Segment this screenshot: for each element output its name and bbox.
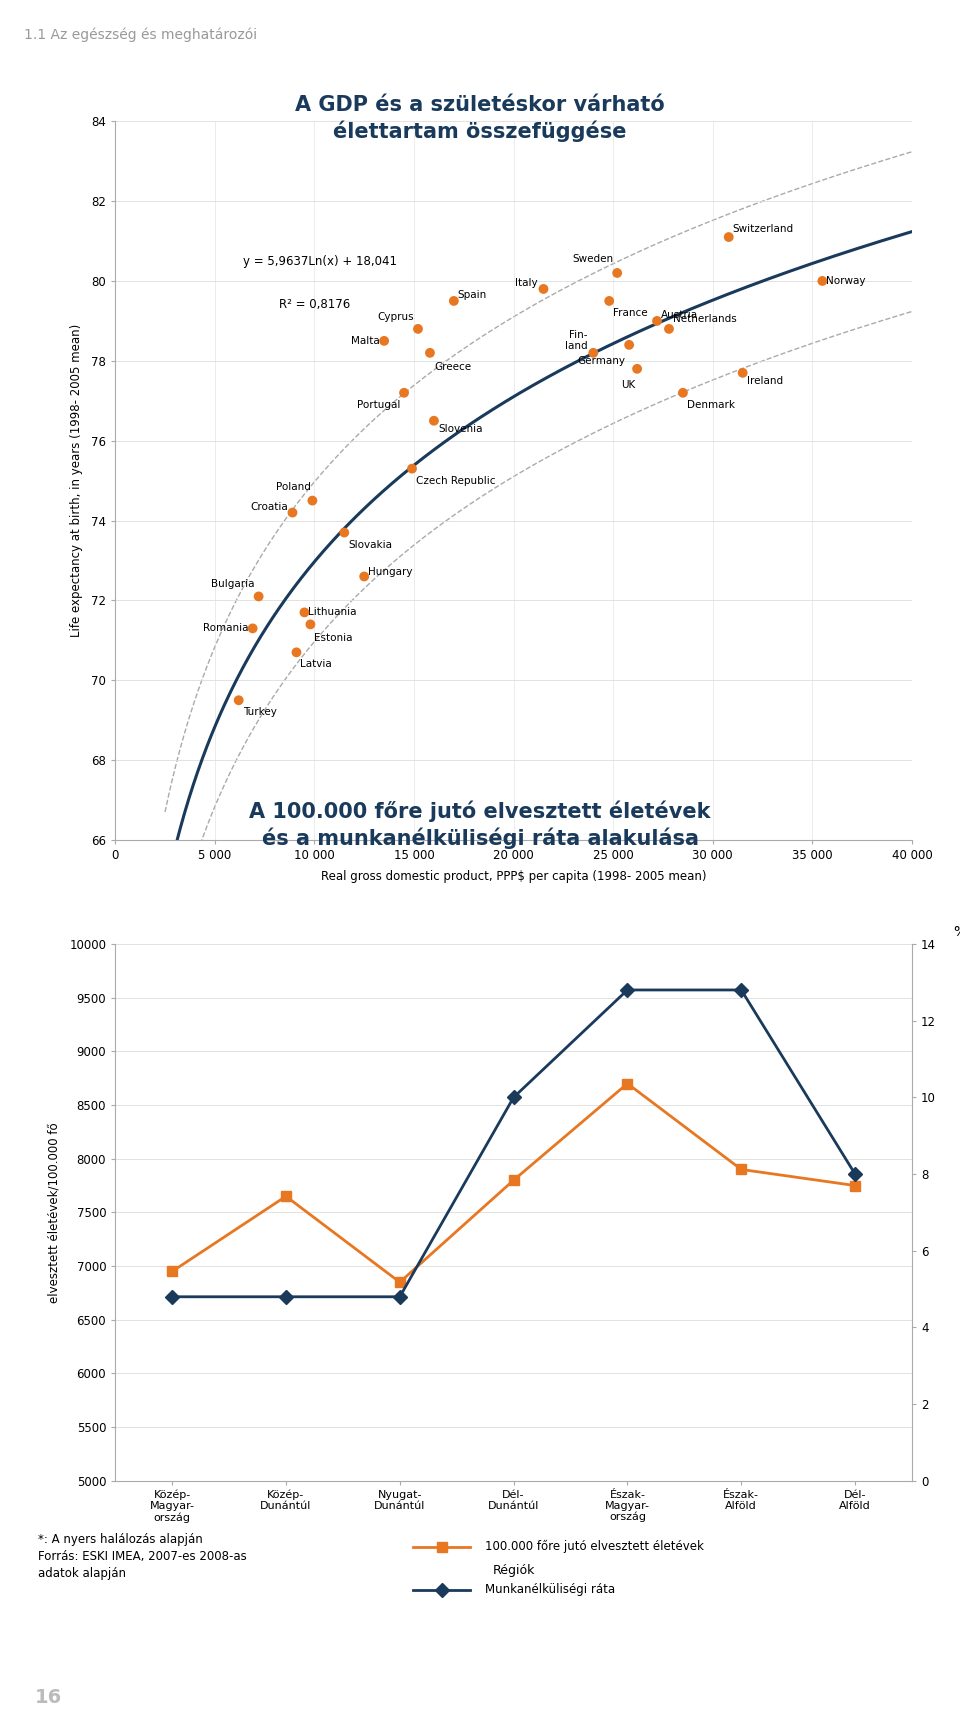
- Point: [251, 582, 266, 610]
- Point: [426, 407, 442, 435]
- Point: [586, 339, 601, 367]
- Point: [610, 260, 625, 288]
- Text: 1.1 Az egészség és meghatározói: 1.1 Az egészség és meghatározói: [24, 28, 257, 43]
- Text: Latvia: Latvia: [300, 660, 332, 669]
- Point: [289, 639, 304, 667]
- Text: Hungary: Hungary: [369, 568, 413, 577]
- Point: [337, 518, 352, 546]
- Point: [410, 315, 425, 343]
- Text: Portugal: Portugal: [357, 400, 400, 410]
- Point: [304, 487, 320, 514]
- Point: [356, 563, 372, 591]
- X-axis label: Régiók: Régiók: [492, 1564, 535, 1578]
- Y-axis label: Life expectancy at birth, in years (1998- 2005 mean): Life expectancy at birth, in years (1998…: [70, 324, 83, 637]
- Point: [815, 267, 830, 294]
- Text: Munkanélküliségi ráta: Munkanélküliségi ráta: [485, 1583, 615, 1597]
- Point: [735, 359, 751, 386]
- Text: Poland: Poland: [276, 481, 310, 492]
- Point: [245, 615, 260, 643]
- Point: [649, 307, 664, 334]
- Text: A 100.000 főre jutó elvesztett életévek
és a munkanélküliségi ráta alakulása: A 100.000 főre jutó elvesztett életévek …: [250, 800, 710, 849]
- Text: Denmark: Denmark: [687, 400, 735, 410]
- Text: *: A nyers halálozás alapján
Forrás: ESKI IMEA, 2007-es 2008-as
adatok alapján: *: A nyers halálozás alapján Forrás: ESK…: [38, 1533, 247, 1580]
- Text: R² = 0,8176: R² = 0,8176: [278, 298, 349, 312]
- Point: [376, 327, 392, 355]
- Point: [404, 456, 420, 483]
- Point: [602, 288, 617, 315]
- Point: [630, 355, 645, 383]
- Point: [231, 686, 247, 714]
- Text: Malta: Malta: [351, 336, 380, 346]
- Point: [446, 288, 462, 315]
- X-axis label: Real gross domestic product, PPP$ per capita (1998- 2005 mean): Real gross domestic product, PPP$ per ca…: [321, 871, 707, 883]
- Text: Croatia: Croatia: [251, 502, 289, 511]
- Text: Estonia: Estonia: [314, 634, 353, 643]
- Text: Greece: Greece: [434, 362, 471, 372]
- Text: Norway: Norway: [827, 275, 866, 286]
- Point: [621, 331, 636, 359]
- Text: Czech Republic: Czech Republic: [416, 476, 495, 485]
- Text: Slovenia: Slovenia: [438, 424, 483, 433]
- Text: Germany: Germany: [577, 355, 625, 365]
- Point: [721, 223, 736, 251]
- Text: 16: 16: [35, 1689, 61, 1706]
- Text: Lithuania: Lithuania: [308, 608, 357, 617]
- Text: Sweden: Sweden: [572, 255, 613, 263]
- Text: Slovakia: Slovakia: [348, 540, 393, 549]
- Point: [396, 379, 412, 407]
- Text: Netherlands: Netherlands: [673, 313, 736, 324]
- Y-axis label: elvesztett életévek/100.000 fő: elvesztett életévek/100.000 fő: [48, 1122, 60, 1302]
- Point: [536, 275, 551, 303]
- Text: Ireland: Ireland: [747, 376, 782, 386]
- Text: Fin-
land: Fin- land: [564, 331, 588, 352]
- Text: Italy: Italy: [515, 277, 538, 288]
- Point: [297, 599, 312, 627]
- Text: y = 5,9637Ln(x) + 18,041: y = 5,9637Ln(x) + 18,041: [243, 255, 396, 268]
- Text: UK: UK: [621, 379, 636, 390]
- Text: A GDP és a születéskor várható
élettartam összefüggése: A GDP és a születéskor várható élettarta…: [295, 95, 665, 142]
- Text: Romania: Romania: [204, 624, 249, 634]
- Text: Switzerland: Switzerland: [732, 223, 794, 234]
- Text: France: France: [613, 308, 648, 319]
- Text: Turkey: Turkey: [243, 707, 276, 717]
- Point: [285, 499, 300, 527]
- Y-axis label: %: %: [953, 925, 960, 939]
- Text: 100.000 főre jutó elvesztett életévek: 100.000 főre jutó elvesztett életévek: [485, 1540, 704, 1554]
- Text: Spain: Spain: [458, 289, 487, 300]
- Text: Cyprus: Cyprus: [377, 312, 414, 322]
- Point: [675, 379, 690, 407]
- Text: Bulgaria: Bulgaria: [211, 580, 254, 589]
- Text: Austria: Austria: [661, 310, 698, 320]
- Point: [422, 339, 438, 367]
- Point: [661, 315, 677, 343]
- Point: [302, 611, 318, 639]
